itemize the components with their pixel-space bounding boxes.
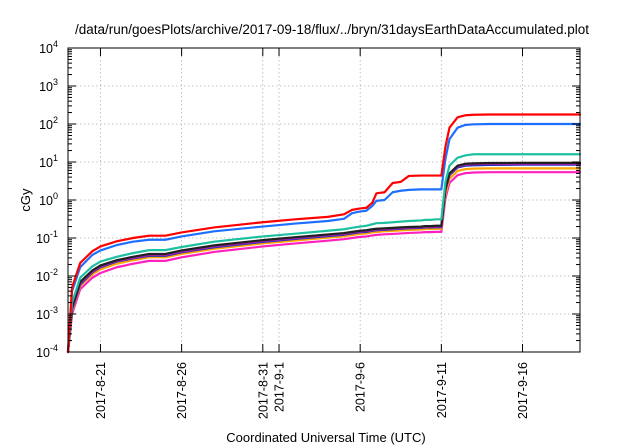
y-tick-exponent: 2 [53,115,58,125]
y-tick-label: 104 [39,39,58,56]
x-tick-label: 2017-9-16 [516,362,530,419]
x-tick-label: 2017-9-6 [354,362,368,412]
y-tick-label: 10-3 [36,305,58,322]
x-tick-label: 2017-9-1 [273,362,287,412]
grid [68,48,580,352]
x-ticks: 2017-8-21 2017-8-26 2017-8-31 2017-9-1 2017-… [94,48,530,419]
y-tick-base: 10 [36,270,50,284]
y-tick-exponent: 1 [53,153,58,163]
y-tick-base: 10 [39,80,53,94]
y-tick-exponent: 4 [53,39,58,49]
y-tick-base: 10 [39,194,53,208]
x-tick-label: 2017-8-26 [175,362,189,419]
y-tick-label: 100 [39,191,58,208]
x-tick-label: 2017-9-11 [435,362,449,418]
y-tick-exponent: -1 [50,229,58,239]
y-tick-base: 10 [39,42,53,56]
y-tick-label: 103 [39,77,58,94]
series-line-3 [66,153,582,354]
y-tick-label: 10-2 [36,267,58,284]
y-tick-label: 102 [39,115,58,132]
series-line-1 [66,113,582,354]
y-tick-base: 10 [39,118,53,132]
y-tick-exponent: 0 [53,191,58,201]
x-tick-label: 2017-8-21 [94,362,108,419]
y-tick-label: 10-1 [36,229,58,246]
x-axis-label: Coordinated Universal Time (UTC) [226,430,425,445]
y-tick-base: 10 [39,156,53,170]
y-tick-label: 10-4 [36,343,58,360]
y-tick-exponent: -2 [50,267,58,277]
series-line-4 [66,161,582,354]
y-axis-label: cGy [18,188,33,212]
y-tick-exponent: -3 [50,305,58,315]
y-tick-label: 101 [39,153,58,170]
y-tick-base: 10 [36,308,50,322]
y-tick-exponent: -4 [50,343,58,353]
x-tick-label: 2017-8-31 [256,362,270,419]
series-line-2 [66,122,582,354]
y-tick-exponent: 3 [53,77,58,87]
series-layer [66,113,582,354]
y-tick-base: 10 [36,232,50,246]
chart-title: /data/run/goesPlots/archive/2017-09-18/f… [75,22,589,37]
y-tick-base: 10 [36,346,50,360]
